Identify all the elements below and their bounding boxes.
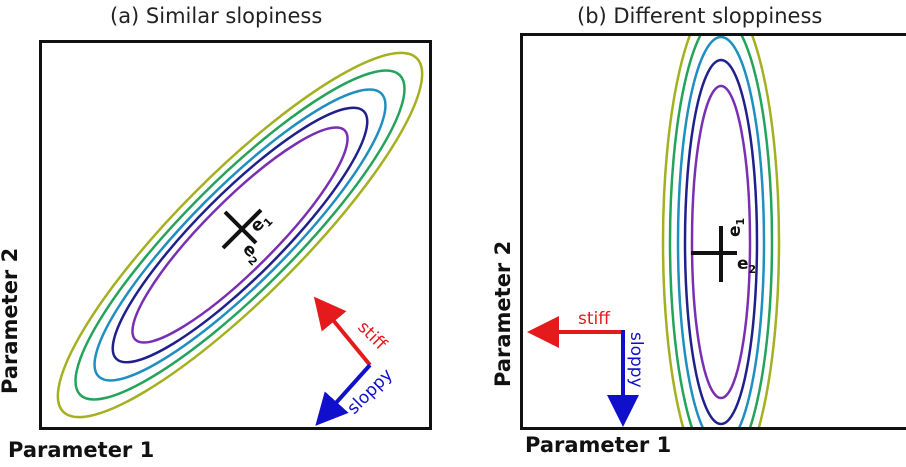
panel-b-contour-4	[668, 36, 774, 427]
panel-a-contour-5	[56, 51, 424, 419]
panel-b-e1-label: e1	[725, 218, 747, 237]
panel-a-eigen-cross	[221, 208, 263, 250]
panel-b-x-axis-label: Parameter 1	[525, 433, 672, 457]
panel-b-e2-label: e2	[737, 254, 756, 276]
panel-b-contour-1	[690, 84, 752, 400]
panel-b-sloppy-label: sloppy	[626, 332, 646, 388]
panel-b-eigen-cross	[691, 226, 737, 282]
panel-b-contour-5	[661, 36, 781, 427]
panel-a-contours: e1 e2 stiff sloppy	[56, 51, 424, 426]
panel-a-sloppy-label: sloppy	[343, 365, 396, 418]
panel-a-plot-area: e1 e2 stiff sloppy	[39, 40, 432, 430]
panel-b-plot-area: e1 e2 stiff sloppy	[520, 33, 906, 430]
panel-a-y-axis-label: Parameter 2	[0, 247, 22, 394]
panel-a-contour-1	[131, 126, 349, 344]
panel-a-stiff-arrow	[313, 296, 372, 367]
panel-a-x-axis-label: Parameter 1	[8, 438, 155, 462]
panel-b-title: (b) Different sloppiness	[577, 4, 823, 28]
panel-b-contour-2	[683, 58, 759, 426]
panel-a-title: (a) Similar slopiness	[110, 4, 323, 28]
panel-a-sloppy-arrow	[315, 363, 372, 426]
panel-b-contours: e1 e2 stiff sloppy	[527, 36, 781, 427]
panel-a-contour-2	[111, 106, 369, 364]
panel-a-e1-label: e1	[246, 209, 275, 238]
panel-b-stiff-label: stiff	[578, 309, 611, 329]
panel-a-contour-4	[74, 69, 406, 401]
panel-b-y-axis-label: Parameter 2	[491, 240, 515, 387]
panel-b-contour-3	[676, 36, 766, 427]
